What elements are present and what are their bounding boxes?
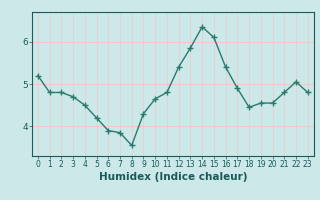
X-axis label: Humidex (Indice chaleur): Humidex (Indice chaleur) — [99, 172, 247, 182]
